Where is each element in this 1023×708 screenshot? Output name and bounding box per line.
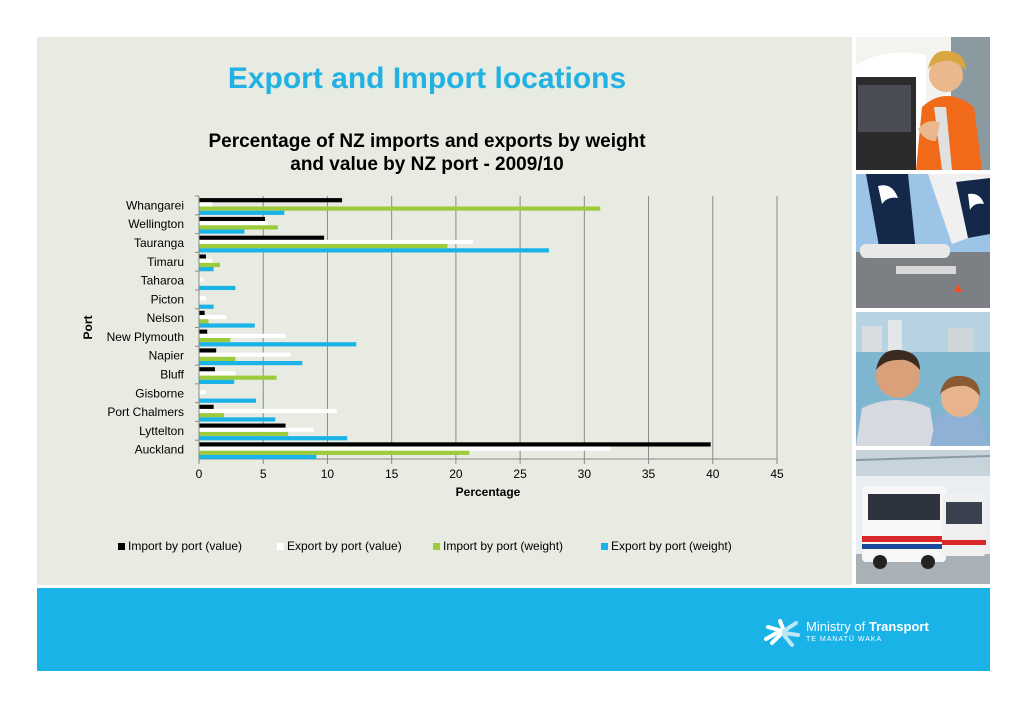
bus-photo	[856, 450, 990, 584]
aircraft-photo	[856, 174, 990, 308]
bar	[199, 210, 285, 215]
x-tick-label: 30	[578, 467, 592, 481]
family-photo	[856, 312, 990, 446]
footer-bar	[37, 588, 990, 671]
bar	[199, 371, 236, 376]
bar	[199, 375, 277, 380]
bar	[199, 258, 213, 263]
bar	[199, 198, 343, 203]
legend-label: Import by port (weight)	[443, 539, 563, 553]
bar	[199, 360, 303, 366]
bar	[199, 254, 206, 259]
logo-wordmark: Ministry of Transport	[806, 619, 929, 634]
bar	[199, 417, 276, 422]
bar	[199, 352, 291, 357]
bar	[199, 338, 231, 343]
y-tick-label: Tauranga	[134, 236, 184, 250]
x-tick-label: 15	[385, 467, 399, 481]
logo-tagline: TE MANATŪ WAKA	[806, 636, 883, 643]
slide-title: Export and Import locations	[227, 62, 627, 95]
x-axis-label: Percentage	[456, 485, 521, 499]
chart: Percentage of NZ imports and exports by …	[81, 131, 784, 553]
bar	[199, 304, 214, 309]
bar	[199, 239, 474, 245]
y-axis-label: Port	[81, 315, 95, 339]
y-tick-label: Lyttelton	[139, 424, 184, 438]
y-tick-label: Nelson	[147, 311, 184, 325]
bar	[199, 216, 266, 222]
worker-photo	[856, 37, 990, 170]
slide-panel	[37, 37, 852, 585]
legend-label: Export by port (value)	[287, 539, 402, 553]
bar	[199, 348, 217, 353]
y-tick-label: Timaru	[147, 255, 184, 269]
bar	[199, 310, 205, 316]
bar	[199, 277, 204, 282]
bar	[199, 431, 289, 437]
bar	[199, 333, 286, 338]
y-tick-label: Port Chalmers	[107, 405, 184, 419]
y-tick-label: Taharoa	[141, 274, 185, 288]
x-tick-label: 25	[513, 467, 527, 481]
bar	[199, 235, 325, 240]
bar	[199, 329, 208, 334]
bar	[199, 398, 257, 403]
bar	[199, 413, 224, 418]
bar	[199, 315, 227, 320]
y-tick-label: Whangarei	[126, 198, 184, 212]
legend-swatch	[118, 543, 125, 550]
bar	[199, 267, 214, 272]
chart-title-line: and value by NZ port - 2009/10	[290, 154, 563, 175]
y-tick-label: Napier	[149, 349, 184, 363]
bar	[199, 206, 601, 211]
bar	[199, 427, 314, 432]
chart-title-line: Percentage of NZ imports and exports by …	[208, 131, 646, 152]
bar	[199, 248, 549, 253]
x-tick-label: 40	[706, 467, 720, 481]
bar	[199, 225, 278, 230]
bar	[199, 442, 711, 447]
y-tick-label: Wellington	[128, 217, 184, 231]
bar	[199, 229, 245, 234]
bar	[199, 367, 215, 372]
bar	[199, 404, 214, 409]
bar	[199, 356, 236, 361]
legend-label: Import by port (value)	[128, 539, 242, 553]
fern-logo-icon	[764, 619, 800, 647]
bar	[199, 408, 337, 414]
bar	[199, 379, 235, 384]
x-tick-label: 45	[770, 467, 784, 481]
y-tick-label: Bluff	[160, 367, 184, 381]
y-tick-label: Gisborne	[135, 386, 184, 400]
bar	[199, 446, 611, 451]
x-tick-label: 0	[196, 467, 203, 481]
x-tick-label: 35	[642, 467, 656, 481]
bar	[199, 296, 206, 301]
y-tick-label: New Plymouth	[107, 330, 184, 344]
bar	[199, 221, 268, 226]
bar	[199, 285, 236, 291]
y-tick-label: Picton	[151, 292, 184, 306]
bar	[199, 454, 317, 460]
x-tick-label: 10	[321, 467, 335, 481]
bar	[199, 319, 209, 324]
bar	[199, 436, 348, 441]
x-tick-label: 5	[260, 467, 267, 481]
x-tick-label: 20	[449, 467, 463, 481]
bar	[199, 390, 206, 395]
bar	[199, 202, 213, 207]
legend-swatch	[277, 543, 284, 550]
bar	[199, 450, 470, 455]
legend-label: Export by port (weight)	[611, 539, 732, 553]
legend-swatch	[433, 543, 440, 550]
legend-swatch	[601, 543, 608, 550]
bar	[199, 244, 448, 249]
bar	[199, 342, 357, 347]
bar	[199, 423, 286, 428]
y-tick-label: Auckland	[135, 443, 184, 457]
bar	[199, 323, 255, 328]
bar	[199, 262, 221, 268]
